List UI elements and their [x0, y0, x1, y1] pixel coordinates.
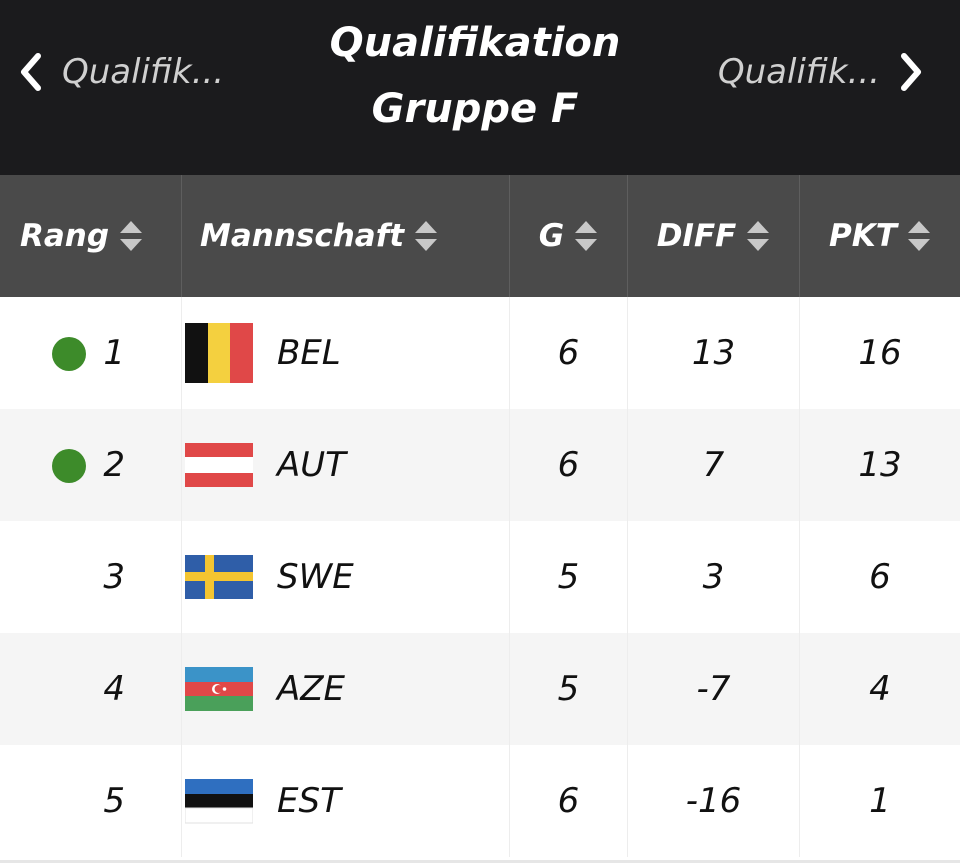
team-cell: AUT — [182, 409, 510, 521]
standings-header-row: Rang Mannschaft G DIFF PKT — [0, 175, 960, 297]
rank-cell: 1 — [0, 297, 182, 409]
points-cell: 6 — [869, 557, 891, 597]
column-header-games[interactable]: G — [510, 175, 628, 297]
qualified-indicator — [52, 449, 86, 483]
team-cell: EST — [182, 745, 510, 857]
column-header-rank[interactable]: Rang — [0, 175, 182, 297]
points-cell: 13 — [858, 445, 902, 485]
sort-icon — [747, 221, 770, 251]
rank-cell: 5 — [0, 745, 182, 857]
chevron-right-icon — [901, 53, 921, 91]
diff-cell: 7 — [628, 409, 800, 521]
belgium-flag-icon — [185, 323, 253, 383]
qualified-indicator — [52, 337, 86, 371]
games-cell: 6 — [510, 409, 628, 521]
previous-group-label: Qualifik... — [62, 52, 225, 92]
estonia-flag-icon — [185, 779, 253, 824]
sort-icon — [575, 221, 598, 251]
rank-cell: 2 — [0, 409, 182, 521]
next-group-label: Qualifik... — [717, 52, 880, 92]
team-code: SWE — [277, 557, 354, 597]
column-header-points[interactable]: PKT — [800, 175, 960, 297]
team-code: BEL — [277, 333, 341, 373]
games-cell: 5 — [510, 521, 628, 633]
sort-icon — [120, 221, 143, 251]
points-cell: 16 — [858, 333, 902, 373]
column-header-points-label: PKT — [829, 218, 897, 254]
games-cell: 6 — [510, 745, 628, 857]
games-cell: 5 — [510, 633, 628, 745]
sort-icon — [907, 221, 930, 251]
team-cell: SWE — [182, 521, 510, 633]
diff-cell: -7 — [628, 633, 800, 745]
table-row[interactable]: 4 AZE 5 -7 4 — [0, 633, 960, 745]
team-code: AUT — [277, 445, 346, 485]
diff-cell: -16 — [628, 745, 800, 857]
rank-cell: 4 — [0, 633, 182, 745]
team-code: AZE — [277, 669, 346, 709]
group-title-line2: Gruppe F — [371, 86, 579, 132]
table-bottom-divider — [0, 860, 960, 863]
column-header-team-label: Mannschaft — [200, 218, 405, 254]
chevron-left-icon — [21, 53, 41, 91]
diff-cell: 13 — [628, 297, 800, 409]
team-cell: BEL — [182, 297, 510, 409]
next-group-button[interactable]: Qualifik... — [718, 48, 924, 96]
table-row[interactable]: 3 SWE 5 3 6 — [0, 521, 960, 633]
games-cell: 6 — [510, 297, 628, 409]
column-header-rank-label: Rang — [20, 218, 110, 254]
sort-icon — [415, 221, 438, 251]
points-cell: 1 — [869, 781, 891, 821]
team-cell: AZE — [182, 633, 510, 745]
austria-flag-icon — [185, 443, 253, 487]
column-header-team[interactable]: Mannschaft — [182, 175, 510, 297]
column-header-diff[interactable]: DIFF — [628, 175, 800, 297]
group-title-line1: Qualifikation — [329, 20, 621, 66]
previous-group-button[interactable]: Qualifik... — [18, 48, 224, 96]
diff-cell: 3 — [628, 521, 800, 633]
column-header-games-label: G — [538, 218, 565, 254]
points-cell: 4 — [869, 669, 891, 709]
column-header-diff-label: DIFF — [656, 218, 737, 254]
rank-cell: 3 — [0, 521, 182, 633]
group-title: Qualifikation Gruppe F — [230, 10, 720, 142]
table-row[interactable]: 1 BEL 6 13 16 — [0, 297, 960, 409]
azerbaijan-flag-icon — [185, 667, 253, 711]
group-navigation-bar: Qualifik... Qualifikation Gruppe F Quali… — [0, 0, 960, 175]
team-code: EST — [277, 781, 341, 821]
table-row[interactable]: 2 AUT 6 7 13 — [0, 409, 960, 521]
sweden-flag-icon — [185, 555, 253, 599]
table-row[interactable]: 5 EST 6 -16 1 — [0, 745, 960, 857]
